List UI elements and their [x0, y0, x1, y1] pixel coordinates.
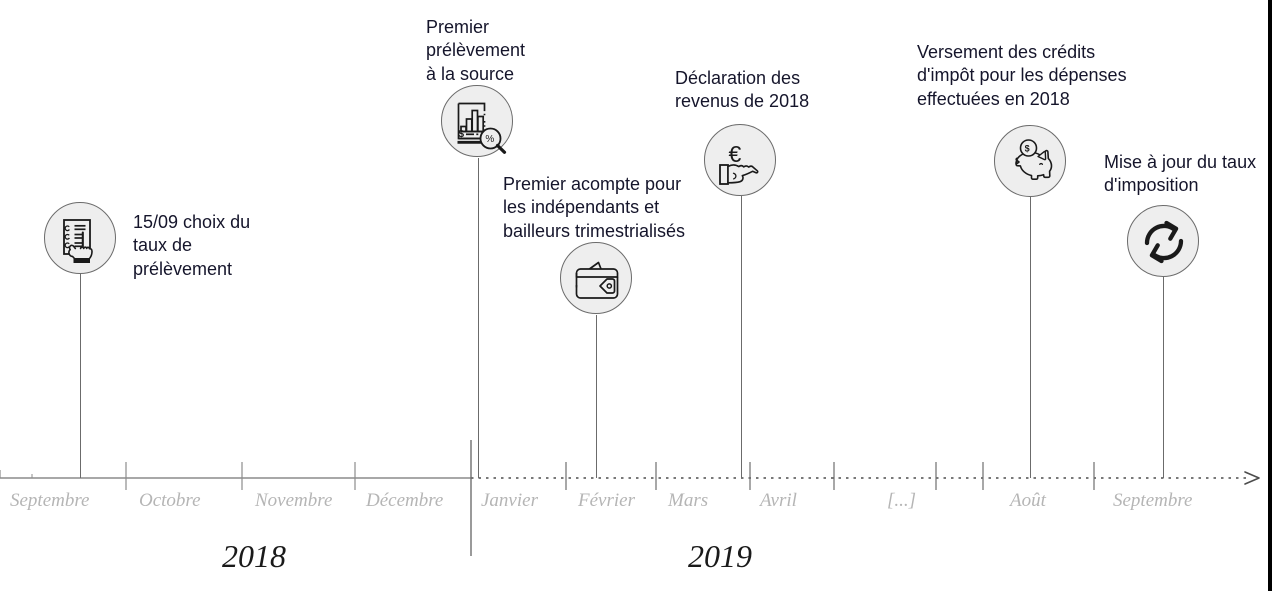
svg-text:€: €	[729, 141, 742, 167]
svg-text:%: %	[485, 134, 494, 145]
svg-text:$: $	[458, 128, 464, 140]
svg-text:$: $	[1025, 143, 1030, 153]
